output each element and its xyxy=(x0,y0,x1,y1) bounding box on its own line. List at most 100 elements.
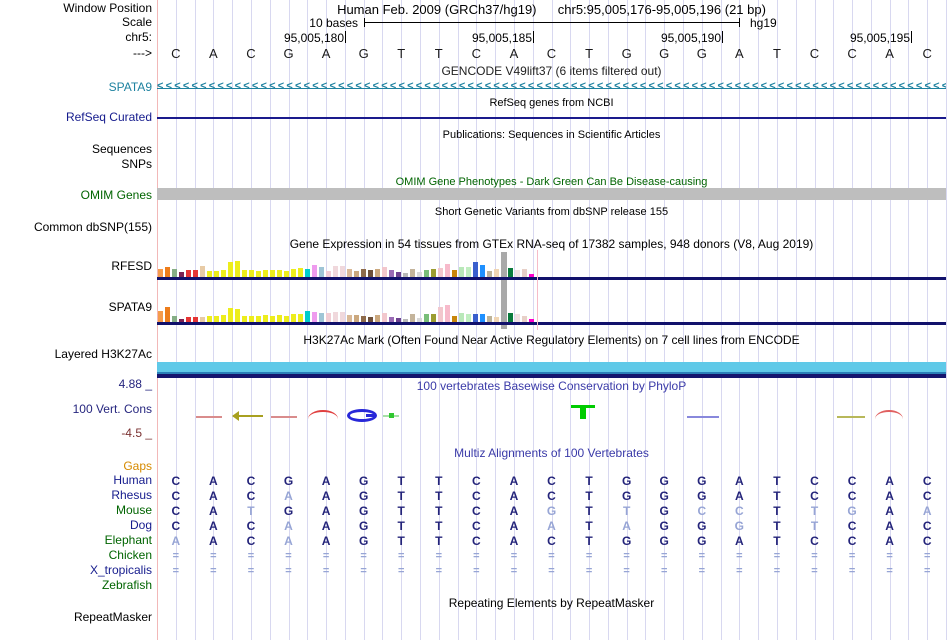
phylop-mark-tglyph[interactable] xyxy=(571,405,595,419)
gtex-bar[interactable] xyxy=(186,317,191,322)
gtex-bar[interactable] xyxy=(193,270,198,277)
gtex-bar[interactable] xyxy=(242,316,247,322)
gtex-bar[interactable] xyxy=(459,267,464,277)
gtex-bar[interactable] xyxy=(459,313,464,322)
gtex-bar[interactable] xyxy=(263,270,268,277)
refseq-curated-item[interactable] xyxy=(157,117,946,119)
gtex-bar[interactable] xyxy=(319,267,324,277)
gtex-bar[interactable] xyxy=(326,313,331,322)
omim-gene-bar[interactable] xyxy=(157,188,946,200)
gtex-bar[interactable] xyxy=(291,314,296,322)
gtex-bar[interactable] xyxy=(256,316,261,322)
gtex-bar[interactable] xyxy=(305,269,310,277)
gtex-bar[interactable] xyxy=(417,272,422,277)
gtex-bar[interactable] xyxy=(354,271,359,277)
phylop-mark-gglyph[interactable] xyxy=(347,409,377,422)
phylop-mark-arc[interactable] xyxy=(875,410,903,419)
gtex-bar[interactable] xyxy=(452,270,457,277)
gtex-bar[interactable] xyxy=(508,268,513,277)
gtex-bar[interactable] xyxy=(235,309,240,322)
gtex-bar[interactable] xyxy=(368,317,373,322)
phylop-mark-arrow[interactable] xyxy=(232,411,263,421)
gtex-bar[interactable] xyxy=(291,269,296,277)
gtex-bar[interactable] xyxy=(214,271,219,277)
gtex-bar[interactable] xyxy=(375,269,380,277)
phylop-mark-dash[interactable] xyxy=(196,416,222,418)
gtex-bar[interactable] xyxy=(494,317,499,322)
gtex-bar[interactable] xyxy=(298,268,303,277)
gtex-bar[interactable] xyxy=(200,317,205,322)
gtex-bar[interactable] xyxy=(466,267,471,277)
gtex-bar[interactable] xyxy=(438,268,443,277)
phylop-mark-dashdot[interactable] xyxy=(383,413,399,418)
gtex-bar[interactable] xyxy=(403,273,408,277)
gtex-bar-testis[interactable] xyxy=(501,285,507,329)
gtex-bar[interactable] xyxy=(200,266,205,277)
gencode-intron-line[interactable] xyxy=(157,88,946,89)
gtex-bar[interactable] xyxy=(249,316,254,322)
gtex-bar[interactable] xyxy=(410,314,415,322)
gtex-bar[interactable] xyxy=(277,270,282,277)
gtex-bar[interactable] xyxy=(522,316,527,322)
gtex-bar[interactable] xyxy=(277,315,282,322)
gtex-bar[interactable] xyxy=(284,271,289,277)
gtex-bar[interactable] xyxy=(235,261,240,277)
gtex-bar[interactable] xyxy=(431,269,436,277)
gtex-bar[interactable] xyxy=(473,262,478,277)
gtex-bar[interactable] xyxy=(221,270,226,277)
gtex-bar[interactable] xyxy=(382,313,387,322)
gtex-bar[interactable] xyxy=(319,313,324,322)
gtex-bar[interactable] xyxy=(515,314,520,322)
gtex-bar[interactable] xyxy=(361,269,366,277)
gtex-bar[interactable] xyxy=(298,314,303,322)
phylop-mark-dash[interactable] xyxy=(271,416,297,418)
gtex-bar[interactable] xyxy=(480,314,485,322)
gtex-bar[interactable] xyxy=(515,270,520,277)
gtex-bar[interactable] xyxy=(312,312,317,322)
gtex-bar[interactable] xyxy=(158,269,163,277)
gtex-bar[interactable] xyxy=(445,264,450,277)
gtex-bar[interactable] xyxy=(165,267,170,277)
gtex-bar[interactable] xyxy=(473,314,478,322)
gtex-bar[interactable] xyxy=(263,315,268,322)
gtex-bar[interactable] xyxy=(389,317,394,322)
gtex-bar[interactable] xyxy=(347,269,352,277)
gtex-bar[interactable] xyxy=(312,265,317,277)
gtex-bar[interactable] xyxy=(347,315,352,322)
gtex-bar[interactable] xyxy=(326,271,331,277)
gtex-bar[interactable] xyxy=(333,312,338,322)
gtex-bar[interactable] xyxy=(172,269,177,277)
gtex-bar[interactable] xyxy=(396,272,401,277)
gtex-bar[interactable] xyxy=(403,319,408,322)
gtex-bar[interactable] xyxy=(410,269,415,277)
gtex-bar[interactable] xyxy=(284,316,289,322)
phylop-mark-dash[interactable] xyxy=(687,416,719,418)
gtex-bar[interactable] xyxy=(214,316,219,322)
gtex-bar[interactable] xyxy=(508,313,513,322)
gtex-bar-testis[interactable] xyxy=(501,252,507,291)
gtex-bar[interactable] xyxy=(417,318,422,322)
gtex-bar[interactable] xyxy=(193,317,198,322)
gtex-bar[interactable] xyxy=(494,269,499,277)
gtex-bar[interactable] xyxy=(242,270,247,277)
gtex-bar[interactable] xyxy=(438,307,443,322)
gtex-bar[interactable] xyxy=(207,316,212,322)
gtex-bar[interactable] xyxy=(445,305,450,322)
gtex-bar[interactable] xyxy=(228,308,233,322)
gtex-bar[interactable] xyxy=(158,311,163,322)
gtex-bar[interactable] xyxy=(305,311,310,322)
gtex-bar[interactable] xyxy=(340,266,345,277)
gtex-bar[interactable] xyxy=(186,270,191,277)
gtex-bar[interactable] xyxy=(487,316,492,322)
gtex-bar[interactable] xyxy=(382,267,387,277)
gtex-bar[interactable] xyxy=(333,266,338,277)
gtex-bar[interactable] xyxy=(340,312,345,322)
gtex-bar[interactable] xyxy=(207,271,212,277)
gtex-bar[interactable] xyxy=(256,271,261,277)
gtex-bar[interactable] xyxy=(452,316,457,322)
phylop-mark-dash[interactable] xyxy=(837,416,865,418)
gtex-bar[interactable] xyxy=(466,314,471,322)
gtex-bar[interactable] xyxy=(368,270,373,277)
gtex-bar[interactable] xyxy=(270,316,275,322)
gtex-bar[interactable] xyxy=(249,270,254,277)
